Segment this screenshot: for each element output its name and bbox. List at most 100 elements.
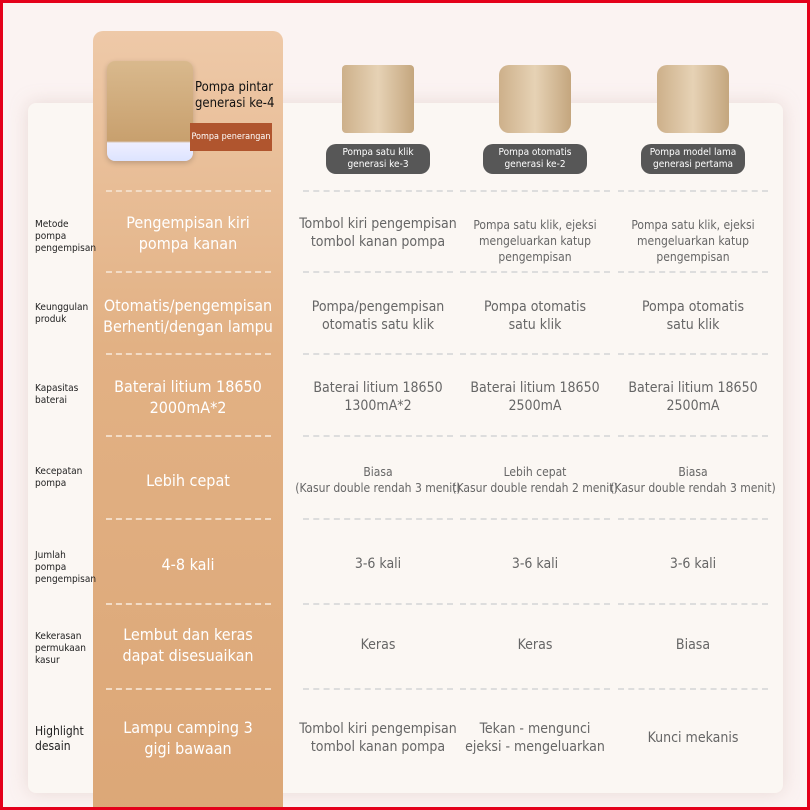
cell-line: Biasa [363,465,393,479]
product-image [499,65,571,133]
cell-line: Tombol kiri pengempisan [299,216,457,232]
label-line: permukaan kasur [35,643,87,666]
row-label: Kapasitas baterai [35,383,95,407]
cell-line: Lebih cepat [146,470,230,490]
cell-line: Kunci mekanis [647,730,739,746]
featured-name: Pompa pintar generasi ke-4 [195,80,274,112]
name-line: Pompa pintar [195,80,274,95]
cell-line: Keras [517,637,553,653]
cell: Baterai litium 18650 2500mA [603,379,783,415]
separator [303,688,453,690]
label-line: Metode pompa [35,219,69,242]
cell-line: (Kasur double rendah 3 menit) [610,481,776,495]
product-badge: Pompa model lama generasi pertama [641,144,745,174]
cell-line: Baterai litium 18650 [114,377,262,396]
cell: Tekan - mengunci ejeksi - mengeluarkan [445,720,625,756]
cell-line: Baterai litium 18650 [470,380,600,396]
label-line: baterai [35,395,67,406]
cell-line: 2000mA*2 [149,398,227,417]
cell-line: tombol kanan pompa [310,739,446,755]
cell-line: Pompa otomatis [641,299,745,315]
cell: Lebih cepat [88,470,288,491]
cell-line: Baterai litium 18650 [628,380,758,396]
separator [106,603,271,605]
product-image [657,65,729,133]
cell-line: (Kasur double rendah 2 menit) [452,481,618,495]
cell: Pompa satu klik, ejeksi mengeluarkan katu… [445,217,625,265]
cell-line: Pompa satu klik, ejeksi [631,218,755,232]
cell: 4-8 kali [88,554,288,575]
cell-line: Biasa [675,637,711,653]
cell-line: Lebih cepat [503,465,567,479]
cell-line: mengeluarkan katup pengempisan [479,234,591,264]
separator [106,353,271,355]
separator [618,518,768,520]
product-badge: Pompa otomatis generasi ke-2 [483,144,587,174]
separator [460,688,610,690]
cell: Pompa otomatis satu klik [445,298,625,334]
label-line: Highlight [35,724,84,738]
cell: Biasa [603,636,783,654]
label-line: Kekerasan [35,631,82,642]
label-line: produk [35,314,67,325]
cell: Biasa (Kasur double rendah 3 menit) [288,464,468,496]
cell-line: Pengempisan kiri [126,213,250,232]
separator [618,603,768,605]
cell: 3-6 kali [445,555,625,573]
label-line: Jumlah pompa [35,550,67,573]
label-line: Keunggulan [35,302,89,313]
cell: Keras [288,636,468,654]
cell-line: Otomatis/pengempisan [103,296,273,315]
badge-line: Pompa model lama [649,147,737,158]
row-label: Kekerasan permukaan kasur [35,631,95,667]
badge-line: generasi ke-2 [504,159,566,170]
cell: 3-6 kali [288,555,468,573]
label-line: Kapasitas [35,383,79,394]
cell-line: pompa kanan [138,234,238,253]
cell-line: Biasa [678,465,708,479]
cell: Kunci mekanis [603,729,783,747]
separator [106,688,271,690]
product-badge: Pompa satu klik generasi ke-3 [326,144,430,174]
cell-line: Keras [360,637,396,653]
separator [303,435,453,437]
cell: 3-6 kali [603,555,783,573]
cell-line: dapat disesuaikan [122,646,254,665]
cell: Pengempisan kiri pompa kanan [88,212,288,254]
cell-line: (Kasur double rendah 3 menit) [295,481,461,495]
cell-line: Lembut dan keras [123,625,253,644]
cell-line: otomatis satu klik [321,317,435,333]
cell-line: Lampu camping 3 [123,718,253,737]
cell-line: 2500mA [508,398,562,414]
label-line: pengempisan [35,574,97,585]
cell: Pompa/pengempisan otomatis satu klik [288,298,468,334]
separator [303,353,453,355]
cell: Otomatis/pengempisan Berhenti/dengan lamp… [88,295,288,337]
separator [618,435,768,437]
cell-line: 4-8 kali [161,554,215,574]
cell-line: Pompa satu klik, ejeksi [473,218,597,232]
cell-line: 1300mA*2 [344,398,412,414]
cell: Tombol kiri pengempisan tombol kanan pomp… [288,720,468,756]
featured-badge: Pompa penerangan [190,123,272,151]
cell: Pompa otomatis satu klik [603,298,783,334]
cell: Keras [445,636,625,654]
row-label: Kecepatan pompa [35,466,95,490]
cell-line: Baterai litium 18650 [313,380,443,396]
cell: Baterai litium 18650 2500mA [445,379,625,415]
separator [460,353,610,355]
featured-product-image [107,61,193,161]
separator [618,190,768,192]
cell: Lembut dan keras dapat disesuaikan [88,624,288,666]
label-line: pompa [35,478,67,489]
cell-line: Pompa/pengempisan [311,299,445,315]
cell: Tombol kiri pengempisan tombol kanan pomp… [288,215,468,251]
separator [460,435,610,437]
label-line: desain [35,739,71,753]
label-line: Kecepatan [35,466,83,477]
separator [106,190,271,192]
separator [303,190,453,192]
cell: Pompa satu klik, ejeksi mengeluarkan katu… [603,217,783,265]
cell: Lebih cepat (Kasur double rendah 2 menit) [445,464,625,496]
cell-line: Berhenti/dengan lampu [103,317,273,336]
